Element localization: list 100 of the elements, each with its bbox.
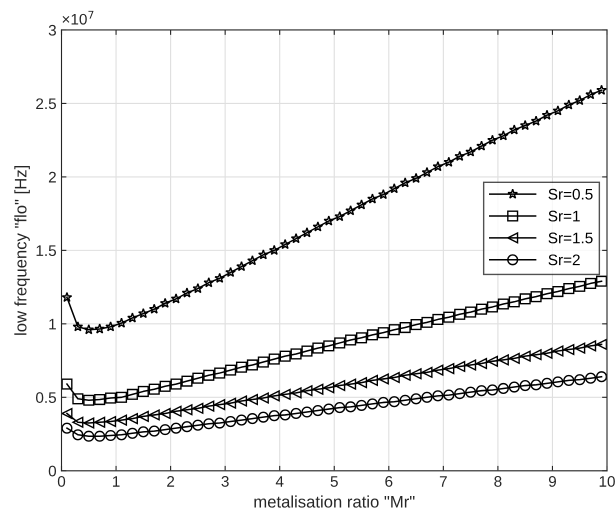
point [62, 292, 72, 302]
point [148, 304, 160, 314]
point [214, 399, 226, 410]
x-tick-label: 4 [276, 476, 284, 487]
point [508, 124, 520, 135]
point [334, 211, 346, 222]
point [192, 283, 204, 294]
point [301, 345, 313, 357]
point [498, 382, 509, 394]
point [301, 406, 313, 418]
point [541, 348, 553, 359]
x-axis-title: metalisation ratio "Mr" [254, 495, 414, 508]
point [422, 166, 432, 178]
point [138, 308, 149, 318]
point [366, 374, 378, 386]
point [530, 349, 542, 360]
point [127, 312, 138, 323]
point [83, 417, 94, 429]
point [552, 345, 564, 357]
point [280, 238, 290, 250]
point [323, 382, 334, 394]
point [334, 337, 346, 348]
point [126, 428, 138, 439]
x-tick-label: 6 [385, 476, 392, 487]
point [564, 99, 574, 110]
point [236, 260, 247, 272]
point [94, 416, 106, 428]
point [116, 429, 128, 440]
point [290, 387, 302, 398]
x-tick-label: 8 [494, 476, 502, 487]
point [432, 314, 444, 325]
point [105, 321, 116, 332]
point [465, 359, 476, 371]
point [585, 372, 596, 384]
point [301, 385, 313, 396]
point [498, 130, 509, 140]
y-tick-label: 3 [48, 24, 56, 36]
point [247, 255, 258, 266]
point [388, 372, 400, 384]
point [366, 329, 378, 340]
point [170, 293, 182, 304]
point [508, 352, 520, 364]
point [432, 161, 444, 172]
point [116, 318, 127, 328]
point [486, 384, 498, 396]
point [366, 398, 378, 410]
y-axis-title: low frequency "flo" [Hz] [14, 166, 30, 335]
point [170, 378, 182, 390]
point [443, 363, 454, 374]
point [400, 177, 410, 188]
point [280, 350, 291, 362]
point [596, 84, 607, 95]
point [367, 193, 378, 204]
point [138, 426, 149, 438]
point [421, 366, 433, 378]
point [280, 409, 291, 420]
point [520, 380, 531, 392]
point [62, 422, 73, 434]
point [486, 356, 498, 367]
point [552, 105, 564, 116]
point [160, 424, 171, 436]
point [105, 416, 116, 428]
point [465, 146, 476, 157]
legend-label: Sr=1.5 [548, 232, 593, 244]
point [170, 422, 182, 434]
point [334, 402, 346, 414]
point [541, 378, 553, 389]
point [160, 408, 171, 420]
point [258, 356, 269, 368]
point [72, 416, 84, 428]
point [116, 392, 128, 403]
point [94, 430, 106, 442]
point [192, 372, 204, 384]
point [126, 413, 138, 424]
point [203, 277, 214, 288]
point [290, 408, 302, 420]
point [410, 319, 422, 330]
point [585, 278, 596, 289]
point [400, 370, 411, 381]
point [323, 404, 334, 415]
y-tick-label: 0 [48, 466, 56, 476]
point [160, 380, 171, 392]
point [530, 291, 542, 302]
point [280, 388, 291, 400]
point [225, 416, 236, 428]
point [356, 199, 367, 210]
point [290, 348, 302, 360]
x-tick-label: 7 [440, 476, 447, 487]
x-tick-label: 5 [330, 476, 338, 487]
point [148, 384, 160, 395]
point [72, 429, 84, 440]
point [508, 296, 520, 308]
point [323, 340, 334, 352]
point [520, 350, 531, 362]
point [498, 298, 509, 310]
point [181, 404, 193, 416]
point [432, 390, 444, 402]
point [443, 156, 454, 167]
point [541, 288, 553, 300]
point [345, 334, 356, 346]
